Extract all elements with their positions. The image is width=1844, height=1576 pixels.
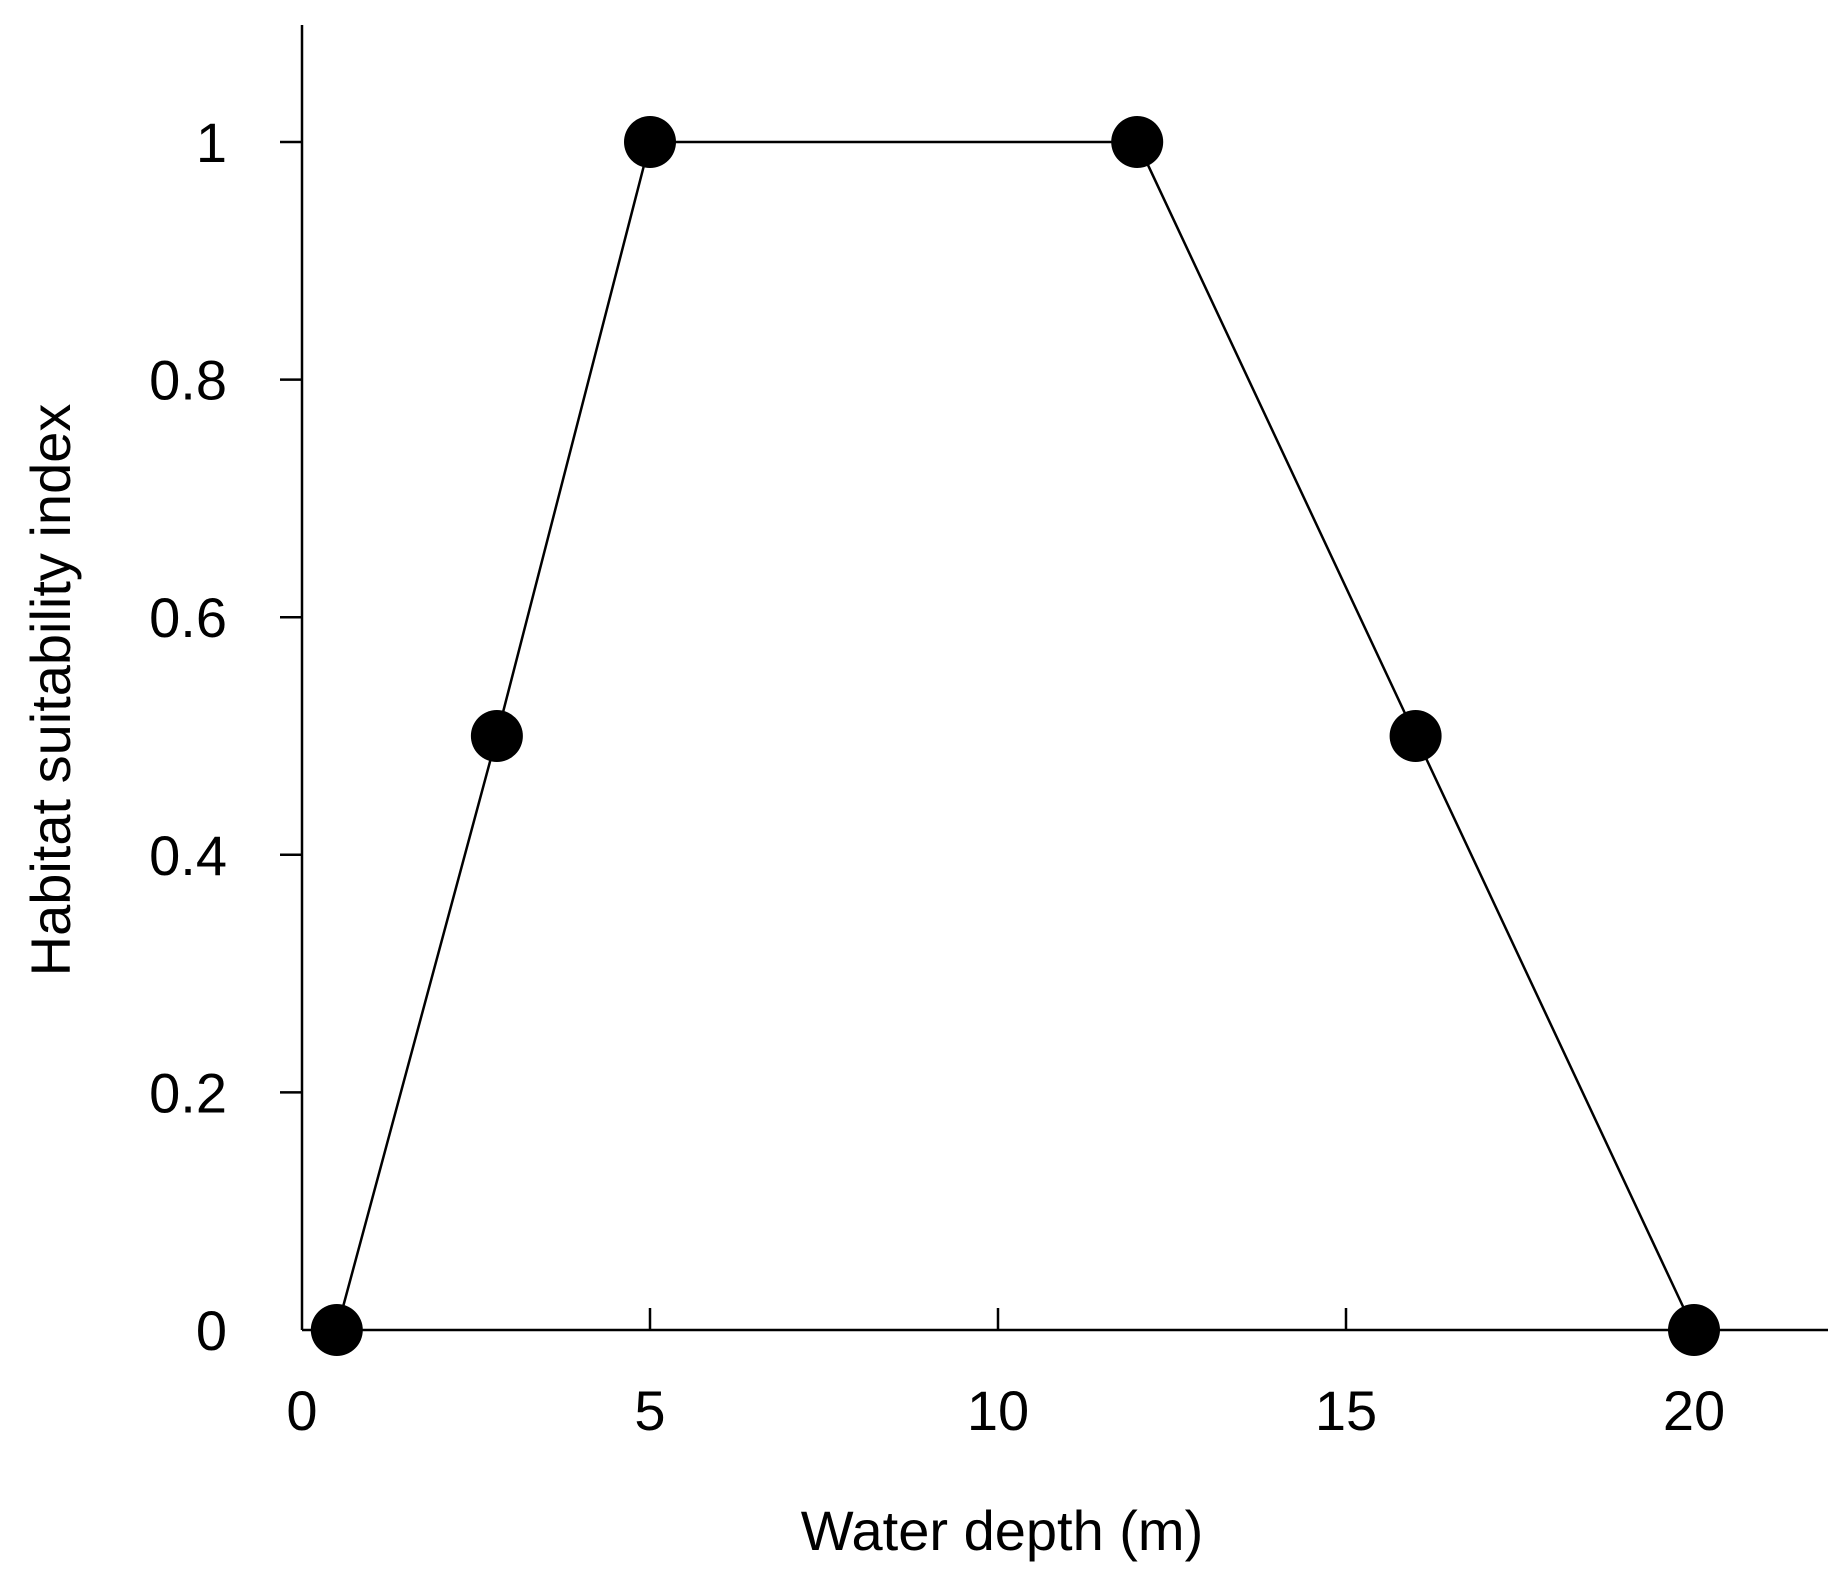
data-point — [1668, 1304, 1720, 1356]
series-line — [335, 140, 1696, 1331]
x-tick-label: 0 — [286, 1379, 317, 1442]
tick-labels: 0 5 10 15 20 0 0.2 0.4 0.6 0.8 1 — [149, 111, 1725, 1442]
x-axis-title: Water depth (m) — [801, 1499, 1203, 1562]
y-tick-label: 0 — [196, 1299, 227, 1362]
markers — [310, 116, 1720, 1356]
series — [335, 140, 1696, 1331]
y-tick-label: 0.8 — [149, 349, 227, 412]
data-point — [470, 710, 523, 762]
data-point — [310, 1304, 363, 1356]
data-point — [624, 116, 676, 168]
x-tick-label: 10 — [967, 1379, 1029, 1442]
y-tick-label: 1 — [196, 111, 227, 174]
data-point — [1111, 116, 1164, 168]
y-tick-label: 0.6 — [149, 586, 227, 649]
y-tick-label: 0.2 — [149, 1061, 227, 1124]
y-tick-label: 0.4 — [149, 824, 227, 887]
x-tick-label: 5 — [634, 1379, 665, 1442]
y-axis-title: Habitat suitability index — [19, 404, 82, 977]
x-tick-label: 15 — [1315, 1379, 1377, 1442]
axes — [300, 25, 1828, 1332]
x-tick-label: 20 — [1663, 1379, 1725, 1442]
data-point — [1389, 710, 1442, 762]
